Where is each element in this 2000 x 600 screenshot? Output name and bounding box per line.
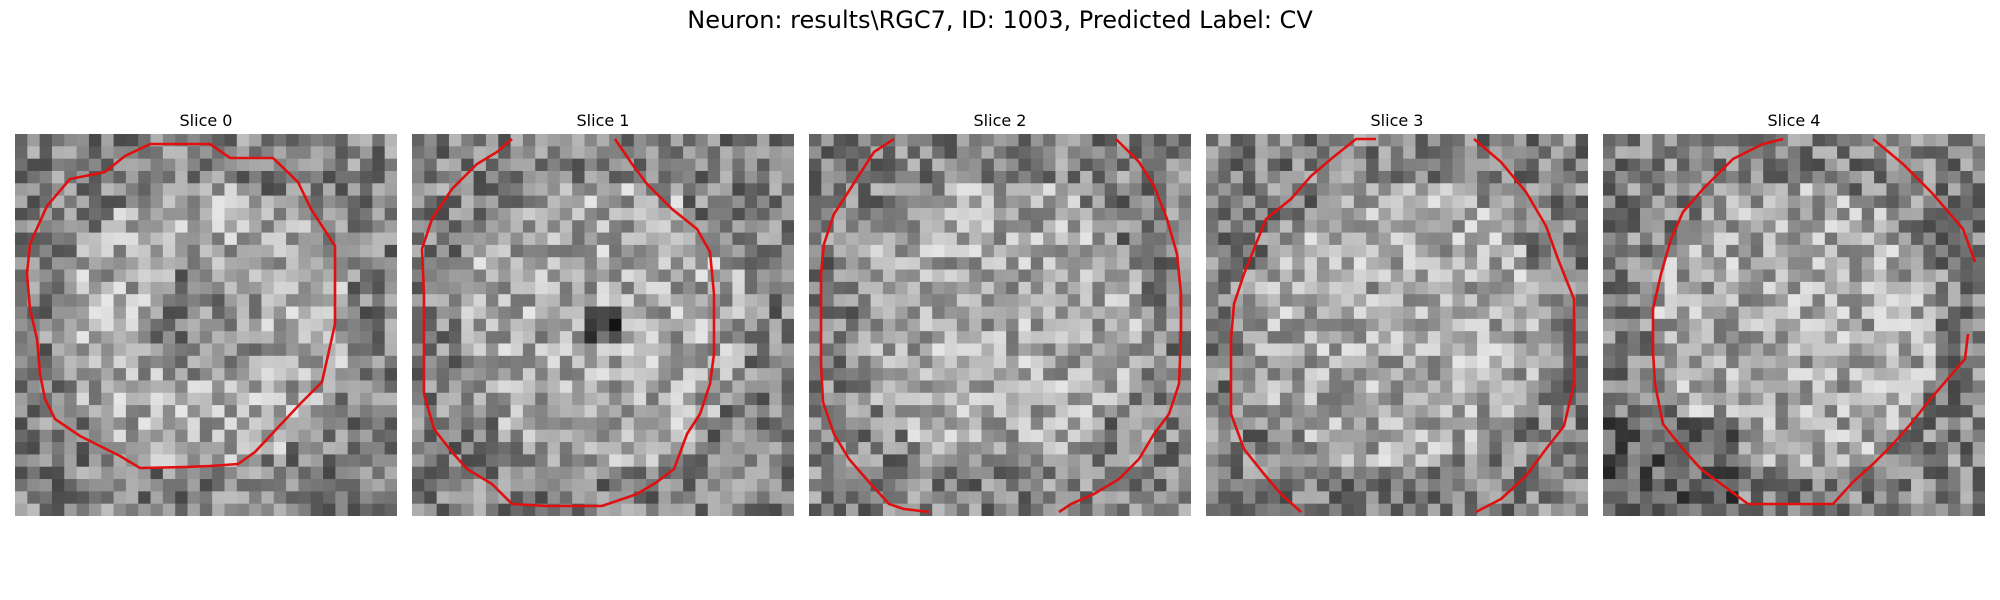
roi-contour bbox=[1473, 138, 1576, 514]
roi-contour bbox=[25, 142, 337, 470]
slice-title: Slice 2 bbox=[973, 111, 1027, 130]
figure-title: Neuron: results\RGC7, ID: 1003, Predicte… bbox=[687, 6, 1313, 34]
slice-panel-4: Slice 4 bbox=[1603, 110, 1985, 516]
slice-image bbox=[809, 134, 1191, 516]
slice-image bbox=[1206, 134, 1588, 516]
slice-title: Slice 1 bbox=[576, 111, 630, 130]
slice-panel-0: Slice 0 bbox=[15, 110, 397, 516]
roi-contour bbox=[1229, 137, 1376, 513]
slice-panel-2: Slice 2 bbox=[809, 110, 1191, 516]
slice-title: Slice 0 bbox=[179, 111, 233, 130]
slice-title: Slice 3 bbox=[1370, 111, 1424, 130]
slice-image bbox=[412, 134, 794, 516]
slice-title: Slice 4 bbox=[1767, 111, 1821, 130]
slice-image bbox=[1603, 134, 1985, 516]
roi-contour bbox=[1651, 137, 1970, 506]
roi-contour bbox=[1058, 138, 1183, 514]
slice-image bbox=[15, 134, 397, 516]
roi-contour bbox=[819, 137, 930, 514]
roi-contour bbox=[1872, 138, 1977, 263]
slice-panel-1: Slice 1 bbox=[412, 110, 794, 516]
roi-contour bbox=[420, 138, 716, 508]
slice-panel-3: Slice 3 bbox=[1206, 110, 1588, 516]
